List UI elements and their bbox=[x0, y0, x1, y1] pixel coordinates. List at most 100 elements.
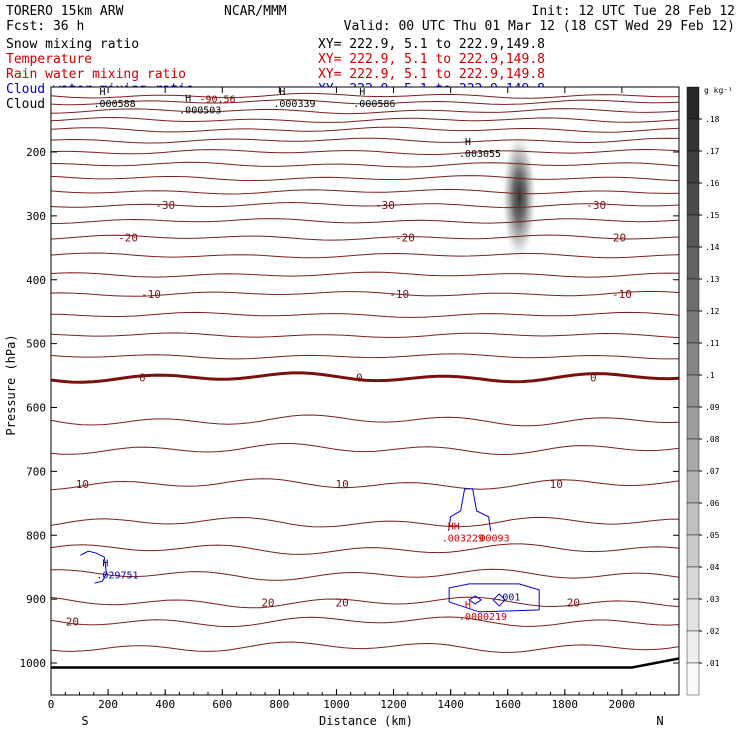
forecast-hour: Fcst: 36 h bbox=[6, 19, 84, 34]
isotherm-line bbox=[50, 188, 680, 195]
isotherm-line bbox=[50, 311, 680, 318]
isotherm-label: 10 bbox=[550, 478, 563, 491]
isotherm-label: 20 bbox=[261, 596, 274, 609]
isotherm-line bbox=[50, 161, 680, 168]
isotherm-line bbox=[50, 271, 680, 278]
isotherm-line bbox=[50, 92, 680, 99]
isotherm-line bbox=[50, 414, 680, 427]
cloud-water-contour bbox=[492, 593, 506, 607]
isotherm-label: 20 bbox=[66, 615, 79, 628]
colorbar: .01 .02 .03 .04 .05 .06 .07 .08 .09 .1 .11 .12 .13 .1… bbox=[686, 86, 720, 696]
y-axis-label: Pressure (hPa) bbox=[4, 334, 18, 435]
y-tick-label: 800 bbox=[26, 529, 46, 542]
x-tick-label: 1400 bbox=[437, 698, 464, 711]
isotherm-line bbox=[50, 108, 680, 115]
contour-labels: -30 -30 -30 -20 -20 -20 -10 -10 -10 0 0 0 10 10 10 20 20… bbox=[66, 87, 632, 628]
isotherm-label: 10 bbox=[336, 478, 349, 491]
plot-area: -30 -30 -30 -20 -20 -20 -10 -10 -10 0 0 0 10 10 10 20 20… bbox=[50, 87, 680, 695]
isotherm-line bbox=[50, 175, 680, 182]
colorbar-tick-label: .02 bbox=[705, 627, 720, 636]
colorbar-segment bbox=[686, 374, 700, 408]
isotherm-label: -10 bbox=[612, 288, 632, 301]
max-value-label: .00093 bbox=[473, 533, 509, 544]
x-tick-label: 1000 bbox=[323, 698, 350, 711]
isotherm-line bbox=[50, 234, 680, 241]
init-time: Init: 12 UTC Tue 28 Feb 12 bbox=[532, 4, 736, 19]
y-tick-label: 600 bbox=[26, 402, 46, 415]
terrain-line bbox=[51, 657, 680, 669]
isotherm-label: -10 bbox=[389, 288, 409, 301]
isotherm-line bbox=[50, 126, 680, 133]
colorbar-segment bbox=[686, 566, 700, 600]
max-value-label: -90.56 bbox=[199, 95, 235, 106]
colorbar-segment bbox=[686, 246, 700, 280]
isotherm-line bbox=[50, 641, 680, 653]
max-marker: HH bbox=[448, 521, 460, 532]
isotherm-label: 0 bbox=[590, 371, 597, 384]
isotherm-line bbox=[50, 568, 680, 581]
legend-field-xy: XY= 222.9, 5.1 to 222.9,149.8 bbox=[318, 52, 545, 67]
colorbar-tick-label: .05 bbox=[705, 531, 720, 540]
colorbar-segment bbox=[686, 86, 700, 120]
colorbar-segment bbox=[686, 310, 700, 344]
max-marker: H bbox=[359, 87, 365, 98]
isotherm-label: -30 bbox=[586, 199, 606, 212]
x-tick-label: 800 bbox=[269, 698, 289, 711]
max-marker: H bbox=[102, 558, 108, 569]
max-value-label: .003229 bbox=[442, 533, 484, 544]
isotherm-line bbox=[50, 99, 680, 106]
model-title: TORERO 15km ARW bbox=[6, 4, 124, 19]
colorbar-tick-label: .18 bbox=[705, 115, 720, 124]
colorbar-segment bbox=[686, 118, 700, 152]
colorbar-segment bbox=[686, 598, 700, 632]
colorbar-segment bbox=[686, 150, 700, 184]
isotherm-line bbox=[50, 353, 680, 360]
isotherm-line bbox=[50, 516, 680, 528]
colorbar-segment bbox=[686, 534, 700, 568]
x-tick-label: 1800 bbox=[552, 698, 579, 711]
isotherm-line bbox=[50, 252, 680, 259]
colorbar-segment bbox=[686, 662, 700, 696]
y-tick-label: 500 bbox=[26, 338, 46, 351]
colorbar-segment bbox=[686, 214, 700, 248]
legend-field-xy: XY= 222.9, 5.1 to 222.9,149.8 bbox=[318, 37, 545, 52]
colorbar-segment bbox=[686, 182, 700, 216]
colorbar-tick-label: .15 bbox=[705, 211, 720, 220]
colorbar-segment bbox=[686, 470, 700, 504]
max-value-label: .000339 bbox=[273, 99, 315, 110]
x-axis-label: Distance (km) bbox=[319, 714, 413, 728]
colorbar-segment bbox=[686, 278, 700, 312]
y-tick-label: 400 bbox=[26, 274, 46, 287]
isotherm-line bbox=[50, 218, 680, 224]
colorbar-tick-label: .09 bbox=[705, 403, 720, 412]
isotherm-line bbox=[50, 148, 680, 156]
isotherm-line bbox=[50, 290, 680, 297]
cloud-water-contour bbox=[468, 595, 483, 605]
max-marker: H bbox=[100, 87, 106, 98]
isotherm-label: -20 bbox=[395, 232, 415, 245]
legend-field-name: Rain water mixing ratio bbox=[6, 67, 186, 82]
colorbar-tick-label: .03 bbox=[705, 595, 720, 604]
max-value-label: .000503 bbox=[179, 105, 221, 116]
max-value-label: .0000219 bbox=[459, 612, 507, 623]
colorbar-tick-label: .11 bbox=[705, 339, 720, 348]
colorbar-segment bbox=[686, 630, 700, 664]
x-tick-label: 1200 bbox=[380, 698, 407, 711]
isotherm-label: -20 bbox=[118, 232, 138, 245]
isotherm-label: -20 bbox=[606, 232, 626, 245]
legend-field-xy: XY= 222.9, 5.1 to 222.9,149.8 bbox=[318, 67, 545, 82]
x-tick-label: 600 bbox=[212, 698, 232, 711]
colorbar-tick-label: .04 bbox=[705, 563, 720, 572]
colorbar-tick-label: .06 bbox=[705, 499, 720, 508]
max-marker: H bbox=[465, 137, 471, 148]
x-axis: 0 200 400 600 800 1000 1200 1400 1600 1800 2000 bbox=[48, 87, 680, 711]
cloud-water-contours bbox=[80, 488, 540, 613]
isotherm-label: -30 bbox=[375, 199, 395, 212]
colorbar-tick-label: .12 bbox=[705, 307, 720, 316]
y-tick-label: 700 bbox=[26, 465, 46, 478]
max-value-label: .000588 bbox=[94, 99, 136, 110]
terrain-surface-line bbox=[51, 657, 680, 669]
cloud-water-contour bbox=[448, 488, 492, 531]
snow-mixing-ratio-maximum bbox=[501, 129, 538, 265]
